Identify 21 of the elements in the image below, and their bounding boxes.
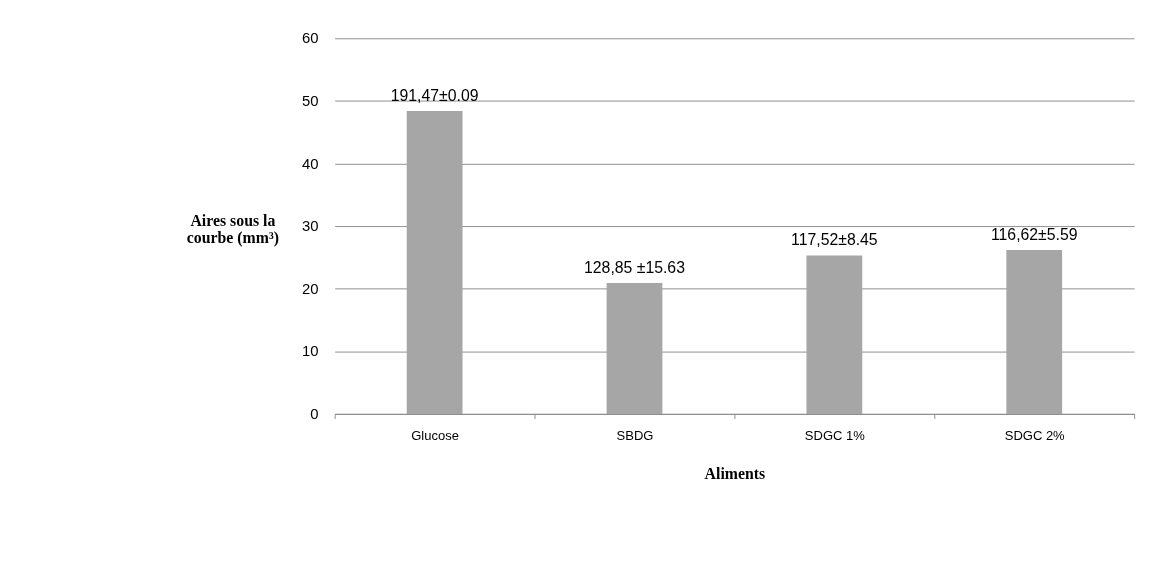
y-tick-label: 20 <box>301 280 319 297</box>
bar <box>406 110 463 414</box>
annotation: 191,47±0.09 <box>390 86 479 104</box>
y-tick-label: 40 <box>301 155 319 172</box>
annotation: 117,52±8.45 <box>791 231 878 249</box>
x-tick-label: Glucose <box>411 428 459 444</box>
x-tick-label: SDGC 2% <box>1004 428 1066 444</box>
y-tick-label: 60 <box>301 30 319 47</box>
x-tick-label: SBDG <box>616 428 654 444</box>
x-tick-label: SDGC 1% <box>804 428 866 444</box>
annotation: 128,85 ±15.63 <box>584 258 686 276</box>
bar <box>606 283 663 414</box>
bar <box>806 255 863 414</box>
y-tick-label: 10 <box>301 343 319 360</box>
y-tick-label: 30 <box>301 218 319 235</box>
y-axis-title: Aires sous la courbe (mm³) <box>186 211 279 248</box>
y-tick-label: 50 <box>301 93 319 110</box>
y-tick-label: 0 <box>310 406 319 423</box>
x-axis-title: Aliments <box>704 464 766 482</box>
annotation: 116,62±5.59 <box>990 225 1078 243</box>
bar <box>1006 249 1063 414</box>
